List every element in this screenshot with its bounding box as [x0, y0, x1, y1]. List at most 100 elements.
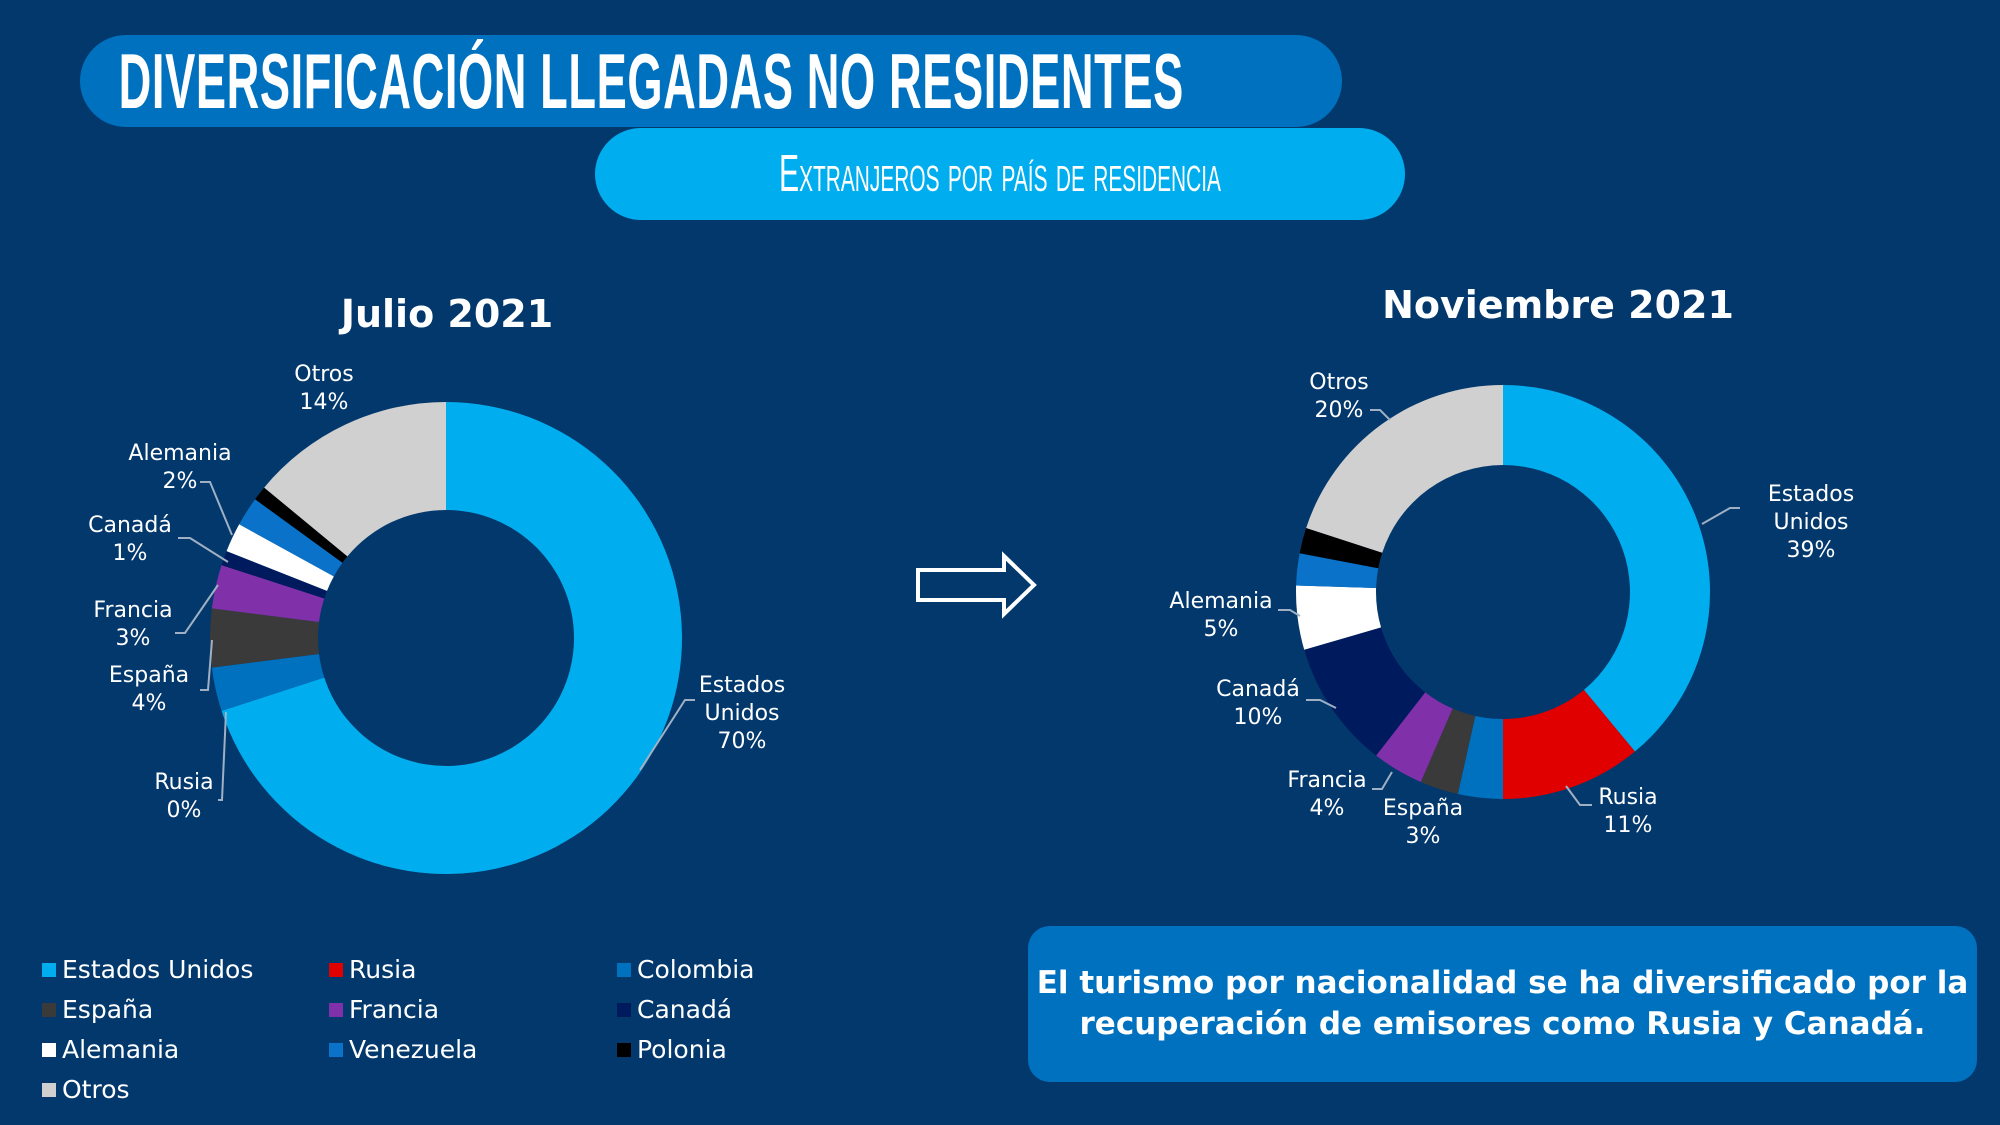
- data-label-name: España: [108, 663, 190, 688]
- data-label-name: Otros: [294, 362, 354, 387]
- slice-estados-unidos: [1503, 385, 1710, 752]
- legend-label: Venezuela: [349, 1035, 478, 1064]
- subtitle-banner: Extranjeros por país de residencia: [595, 128, 1405, 220]
- legend-label: Alemania: [62, 1035, 180, 1064]
- legend-item: Colombia: [617, 955, 905, 984]
- leader-line: [1701, 507, 1740, 525]
- data-label: Alemania 2%: [128, 440, 231, 496]
- legend-item: Otros: [42, 1075, 329, 1104]
- legend-swatch: [329, 1042, 343, 1057]
- leader-line: [639, 699, 695, 771]
- data-label-pct: 1%: [112, 541, 148, 566]
- conclusion-text: El turismo por nacionalidad se ha divers…: [1036, 965, 1969, 1042]
- data-label-name: Rusia: [154, 770, 214, 795]
- slice-españa: [210, 608, 320, 668]
- data-label-name: Alemania: [128, 441, 232, 466]
- arrow-icon: [916, 551, 1037, 619]
- data-label: Estados Unidos 39%: [1768, 481, 1854, 565]
- data-label-pct: 39%: [1786, 538, 1836, 563]
- title-banner: DIVERSIFICACIÓN LLEGADAS NO RESIDENTES: [80, 35, 1342, 127]
- slice-polonia: [1299, 528, 1383, 569]
- legend-swatch: [617, 962, 631, 977]
- legend-label: Polonia: [637, 1035, 727, 1064]
- slice-canadá: [1304, 627, 1426, 756]
- data-label-pct: 70%: [717, 729, 767, 754]
- leader-line: [1370, 409, 1391, 421]
- data-label: Otros 14%: [294, 361, 353, 417]
- legend-label: Estados Unidos: [62, 955, 254, 984]
- slice-otros: [264, 402, 446, 557]
- legend-swatch: [617, 1042, 631, 1057]
- legend-label: España: [62, 995, 154, 1024]
- data-label-name: Alemania: [1169, 589, 1273, 614]
- data-label-name: Francia: [1287, 768, 1367, 793]
- data-label-pct: 0%: [166, 798, 202, 823]
- data-label-name2: Unidos: [1773, 510, 1849, 535]
- data-label-pct: 11%: [1603, 813, 1653, 838]
- leader-line: [178, 537, 229, 563]
- data-label-pct: 10%: [1233, 705, 1283, 730]
- data-label: Canadá 1%: [88, 512, 172, 568]
- donut-noviembre: [1296, 385, 1710, 799]
- data-label-pct: 3%: [1405, 824, 1441, 849]
- donut-julio: [210, 402, 682, 874]
- legend-label: Otros: [62, 1075, 130, 1104]
- slice-alemania: [226, 524, 334, 591]
- leader-lines: [175, 409, 1740, 806]
- leader-line: [1278, 609, 1301, 617]
- legend-item: Polonia: [617, 1035, 905, 1064]
- data-label-name: Canadá: [88, 513, 172, 538]
- leader-line: [218, 711, 227, 801]
- legend-item: Francia: [329, 995, 617, 1024]
- data-label-pct: 3%: [115, 626, 151, 651]
- data-label-name: Rusia: [1598, 785, 1658, 810]
- slice-alemania: [1296, 585, 1382, 650]
- leader-line: [1565, 785, 1592, 806]
- data-label: España 3%: [1383, 795, 1463, 851]
- data-label-pct: 2%: [162, 469, 198, 494]
- slice-colombia: [211, 654, 325, 711]
- slice-francia: [1376, 692, 1453, 782]
- slice-otros: [1306, 385, 1503, 553]
- leader-line: [1372, 771, 1393, 790]
- slice-canadá: [221, 551, 327, 599]
- legend-swatch: [42, 1042, 56, 1057]
- slice-colombia: [1457, 715, 1503, 799]
- leader-line: [200, 481, 233, 536]
- legend-swatch: [329, 1002, 343, 1017]
- legend-swatch: [617, 1002, 631, 1017]
- legend-item: Venezuela: [329, 1035, 617, 1064]
- slice-polonia: [255, 487, 348, 563]
- chart-title-noviembre: Noviembre 2021: [1382, 283, 1734, 327]
- slice-españa: [1420, 708, 1476, 795]
- legend-swatch: [42, 1082, 56, 1097]
- data-label-pct: 4%: [131, 691, 167, 716]
- legend-item: Estados Unidos: [42, 955, 329, 984]
- legend: Estados Unidos Rusia Colombia España Francia…: [42, 955, 905, 1104]
- data-label-name: Canadá: [1216, 677, 1300, 702]
- legend-item: España: [42, 995, 329, 1024]
- data-label: Alemania 5%: [1169, 588, 1272, 644]
- data-label-name: Estados: [698, 673, 786, 698]
- data-label: Rusia 0%: [154, 769, 213, 825]
- legend-label: Colombia: [637, 955, 755, 984]
- data-label: Francia 3%: [93, 597, 172, 653]
- leader-line: [200, 639, 213, 691]
- data-label: Francia 4%: [1287, 767, 1366, 823]
- leader-line: [1306, 699, 1337, 709]
- data-label-name: Estados: [1767, 482, 1855, 507]
- legend-swatch: [42, 1002, 56, 1017]
- slice-estados-unidos: [221, 402, 682, 874]
- data-label-pct: 20%: [1314, 398, 1364, 423]
- slice-rusia: [1503, 689, 1635, 799]
- data-label-pct: 4%: [1309, 796, 1345, 821]
- legend-label: Canadá: [637, 995, 733, 1024]
- legend-label: Rusia: [349, 955, 417, 984]
- legend-swatch: [329, 962, 343, 977]
- legend-label: Francia: [349, 995, 440, 1024]
- data-label-name2: Unidos: [704, 701, 780, 726]
- legend-swatch: [42, 962, 56, 977]
- data-label: Estados Unidos 70%: [699, 672, 785, 756]
- conclusion-box: El turismo por nacionalidad se ha divers…: [1028, 926, 1977, 1082]
